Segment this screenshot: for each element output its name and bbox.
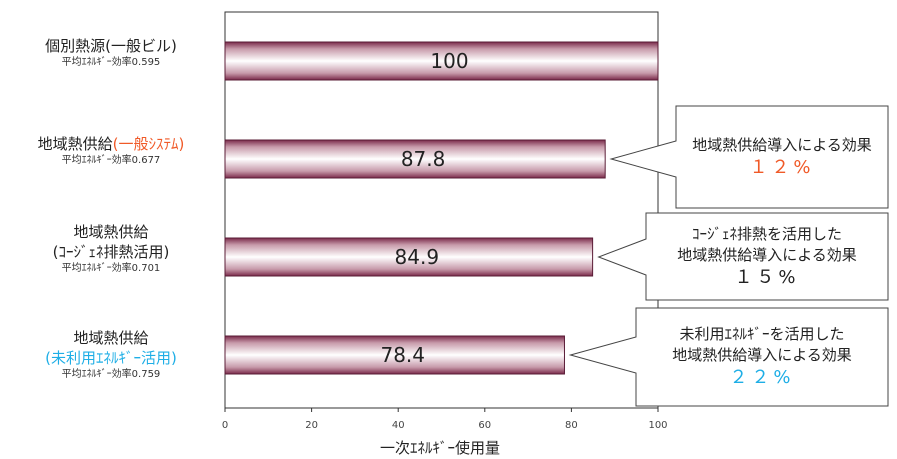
callout-text: ｺｰｼﾞｪﾈ排熱を活用した 地域熱供給導入による効果 １５% <box>657 224 877 290</box>
callout-percent: １５% <box>734 266 800 288</box>
x-axis-title: 一次ｴﾈﾙｷﾞｰ使用量 <box>379 439 500 457</box>
bar <box>224 139 606 179</box>
category-label: 個別熱源(一般ビル) 平均ｴﾈﾙｷﾞｰ効率0.595 <box>0 36 222 70</box>
bar-value-label: 87.8 <box>401 147 446 171</box>
category-label-line1: 個別熱源(一般ビル) <box>45 37 177 55</box>
category-label: 地域熱供給 (未利用ｴﾈﾙｷﾞｰ活用) 平均ｴﾈﾙｷﾞｰ効率0.759 <box>0 328 222 382</box>
callout-line: 未利用ｴﾈﾙｷﾞｰを活用した <box>679 325 845 343</box>
category-label-highlight: (一般ｼｽﾃﾑ) <box>112 135 185 153</box>
callout-text: 地域熱供給導入による効果 １２% <box>672 135 892 180</box>
bar <box>224 335 565 375</box>
bar-value-label: 100 <box>430 49 468 73</box>
bar <box>224 237 594 277</box>
category-label-line1: 地域熱供給(一般ｼｽﾃﾑ) <box>37 135 185 153</box>
category-label-line1: 地域熱供給 <box>73 223 149 241</box>
category-efficiency-label: 平均ｴﾈﾙｷﾞｰ効率0.759 <box>61 369 161 380</box>
x-tick-label: 100 <box>648 420 667 431</box>
bar-value-label: 84.9 <box>395 245 440 269</box>
category-efficiency-label: 平均ｴﾈﾙｷﾞｰ効率0.595 <box>61 57 161 68</box>
callout-percent: ２２% <box>729 367 795 388</box>
category-label: 地域熱供給 (ｺｰｼﾞｪﾈ排熱活用) 平均ｴﾈﾙｷﾞｰ効率0.701 <box>0 222 222 276</box>
category-label-line2: (未利用ｴﾈﾙｷﾞｰ活用) <box>45 349 177 367</box>
x-tick-label: 40 <box>392 420 405 431</box>
callout-line: 地域熱供給導入による効果 <box>692 135 872 154</box>
x-tick-label: 60 <box>478 420 491 431</box>
callout-percent: １２% <box>749 156 815 178</box>
category-efficiency-label: 平均ｴﾈﾙｷﾞｰ効率0.677 <box>61 155 161 166</box>
category-label-line1: 地域熱供給 <box>73 329 149 347</box>
callout-line: ｺｰｼﾞｪﾈ排熱を活用した <box>691 224 842 243</box>
bar <box>224 41 659 81</box>
callout-line: 地域熱供給導入による効果 <box>672 346 852 364</box>
x-tick-label: 80 <box>565 420 578 431</box>
callout-shape <box>597 212 889 301</box>
x-tick-label: 20 <box>305 420 318 431</box>
category-label-line2: (ｺｰｼﾞｪﾈ排熱活用) <box>52 243 170 261</box>
callout-shape <box>609 105 889 209</box>
callout-line: 地域熱供給導入による効果 <box>677 245 857 264</box>
callout-text: 未利用ｴﾈﾙｷﾞｰを活用した 地域熱供給導入による効果 ２２% <box>652 324 872 390</box>
bar-value-label: 78.4 <box>380 343 425 367</box>
category-label: 地域熱供給(一般ｼｽﾃﾑ) 平均ｴﾈﾙｷﾞｰ効率0.677 <box>0 134 222 168</box>
category-efficiency-label: 平均ｴﾈﾙｷﾞｰ効率0.701 <box>61 263 161 274</box>
callout-shape <box>568 307 889 407</box>
x-tick-label: 0 <box>222 420 228 431</box>
